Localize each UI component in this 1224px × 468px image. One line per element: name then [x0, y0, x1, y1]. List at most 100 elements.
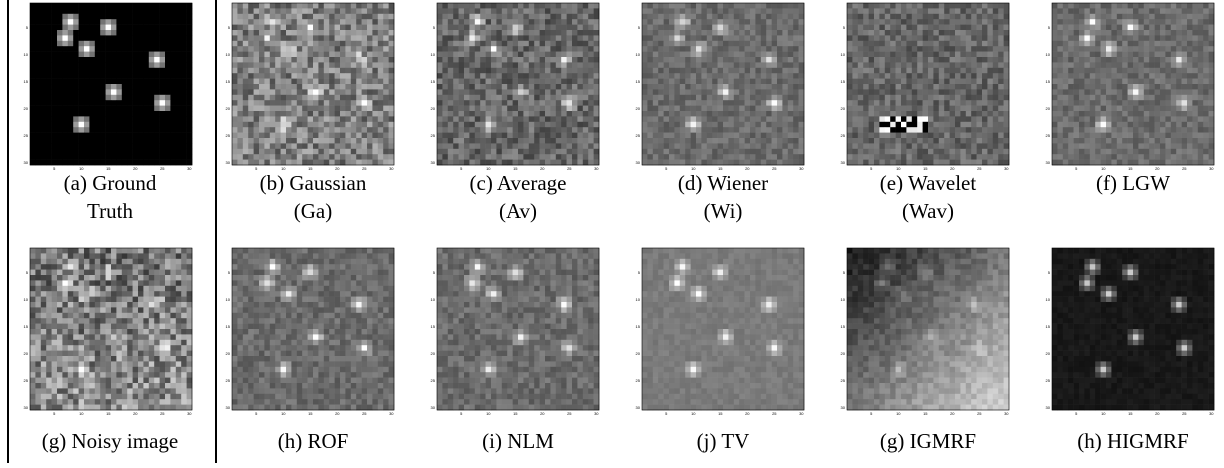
pixel — [127, 8, 133, 14]
pixel — [863, 62, 869, 68]
pixel — [138, 138, 144, 144]
pixel — [928, 8, 934, 14]
pixel — [755, 57, 761, 63]
y-tick-label: 20 — [226, 106, 231, 111]
pixel — [259, 14, 265, 20]
pixel — [518, 160, 524, 166]
pixel — [237, 41, 243, 47]
pixel — [313, 52, 319, 58]
pixel — [1155, 25, 1161, 31]
pixel — [691, 52, 697, 58]
pixel — [281, 57, 287, 63]
pixel — [950, 84, 956, 90]
pixel — [707, 122, 713, 128]
pixel — [133, 138, 139, 144]
pixel — [739, 100, 745, 106]
pixel — [453, 122, 459, 128]
pixel — [318, 14, 324, 20]
pixel — [750, 89, 756, 95]
pixel — [1149, 52, 1155, 58]
pixel — [728, 30, 734, 36]
pixel — [324, 62, 330, 68]
pixel — [561, 154, 567, 160]
pixel — [572, 79, 578, 85]
pixel — [777, 95, 783, 101]
pixel — [340, 133, 346, 139]
pixel — [664, 127, 670, 133]
pixel — [572, 122, 578, 128]
pixel — [1111, 57, 1117, 63]
pixel — [308, 154, 314, 160]
pixel — [534, 95, 540, 101]
pixel — [669, 143, 675, 149]
pixel — [685, 68, 691, 74]
pixel — [138, 19, 144, 25]
y-tick-label: 30 — [841, 160, 846, 165]
pixel — [772, 106, 778, 112]
pixel — [243, 160, 249, 166]
pixel — [540, 73, 546, 79]
pixel — [448, 25, 454, 31]
pixel — [111, 8, 117, 14]
pixel — [1101, 41, 1107, 47]
pixel — [68, 149, 74, 155]
pixel — [755, 52, 761, 58]
pixel — [923, 95, 929, 101]
pixel — [917, 3, 923, 9]
pixel — [561, 160, 567, 166]
pixel — [308, 68, 314, 74]
pixel — [57, 79, 63, 85]
pixel — [259, 57, 265, 63]
pixel — [561, 116, 567, 122]
pixel — [496, 3, 502, 9]
pixel — [1101, 30, 1107, 36]
pixel — [143, 3, 149, 9]
pixel — [170, 116, 176, 122]
pixel — [858, 122, 864, 128]
pixel — [707, 68, 713, 74]
pixel — [896, 8, 902, 14]
pixel — [313, 57, 319, 63]
pixel — [750, 149, 756, 155]
pixel — [529, 14, 535, 20]
pixel — [356, 14, 362, 20]
pixel — [885, 8, 891, 14]
pixel — [788, 68, 794, 74]
pixel — [658, 68, 664, 74]
y-tick-label: 30 — [24, 160, 29, 165]
pixel — [901, 106, 907, 112]
pixel — [486, 154, 492, 160]
pixel — [313, 62, 319, 68]
pixel — [523, 100, 529, 106]
pixel — [243, 46, 249, 52]
pixel — [944, 127, 950, 133]
pixel — [852, 19, 858, 25]
pixel — [297, 52, 303, 58]
pixel — [712, 95, 718, 101]
pixel — [95, 138, 101, 144]
pixel — [133, 30, 139, 36]
pixel — [313, 46, 319, 52]
pixel — [923, 154, 929, 160]
pixel — [750, 160, 756, 166]
pixel — [664, 57, 670, 63]
pixel — [259, 73, 265, 79]
pixel — [1138, 25, 1144, 31]
pixel — [674, 57, 680, 63]
pixel — [232, 3, 238, 9]
pixel — [669, 46, 675, 52]
pixel — [901, 68, 907, 74]
pixel — [977, 95, 983, 101]
pixel — [1138, 41, 1144, 47]
pixel — [550, 73, 556, 79]
pixel — [674, 143, 680, 149]
pixel — [685, 133, 691, 139]
pixel — [513, 52, 519, 58]
pixel — [46, 52, 52, 58]
pixel — [469, 100, 475, 106]
pixel — [95, 52, 101, 58]
pixel — [176, 89, 182, 95]
pixel — [254, 122, 260, 128]
pixel — [1144, 68, 1150, 74]
